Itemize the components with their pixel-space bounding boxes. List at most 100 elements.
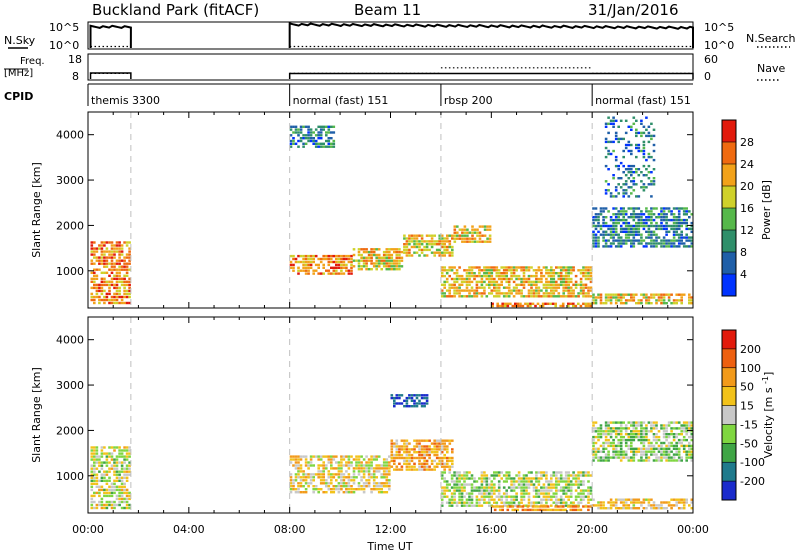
velocity-cell: [120, 491, 124, 495]
velocity-cell: [100, 506, 104, 510]
velocity-cell: [647, 447, 651, 450]
velocity-cell: [105, 464, 109, 467]
velocity-cell: [453, 489, 456, 492]
velocity-cell: [415, 394, 419, 397]
power-cell: [495, 289, 499, 292]
power-cell: [632, 227, 636, 231]
velocity-cell: [410, 468, 414, 471]
power-cell: [128, 256, 131, 259]
power-cell: [630, 239, 633, 242]
velocity-cell: [319, 488, 323, 491]
power-cell: [113, 277, 116, 280]
velocity-cell: [440, 465, 444, 468]
velocity-cell: [365, 467, 368, 470]
velocity-cell: [635, 433, 638, 436]
velocity-cell: [345, 461, 348, 464]
velocity-cell: [511, 505, 515, 508]
velocity-cell: [527, 480, 531, 483]
velocity-cell: [592, 459, 595, 462]
velocity-cell: [530, 501, 533, 504]
power-cell: [672, 245, 676, 248]
velocity-cell: [597, 438, 600, 442]
power-cell: [405, 245, 409, 249]
velocity-cell: [443, 445, 446, 448]
power-cell: [372, 265, 376, 268]
velocity-cell: [360, 467, 363, 470]
power-cell: [360, 248, 363, 251]
velocity-cell: [443, 480, 446, 483]
velocity-cell: [607, 459, 610, 462]
velocity-cell: [304, 482, 308, 485]
power-cell: [93, 295, 96, 299]
power-cell: [113, 274, 116, 277]
power-cell: [609, 233, 613, 236]
power-cell: [637, 218, 641, 222]
velocity-cell: [660, 444, 663, 448]
velocity-cell: [352, 479, 356, 482]
velocity-cell: [592, 435, 595, 439]
power-cell: [607, 116, 610, 119]
velocity-cell: [584, 489, 588, 492]
power-cell: [574, 274, 578, 278]
power-cell: [327, 142, 331, 145]
velocity-cell: [443, 442, 446, 445]
velocity-cell: [418, 468, 421, 471]
power-cell: [456, 225, 459, 228]
power-cell: [493, 286, 496, 289]
power-cell: [612, 140, 615, 144]
power-cell: [520, 289, 523, 292]
velocity-cell: [428, 468, 431, 471]
power-cell: [375, 268, 378, 271]
velocity-cell: [535, 495, 538, 498]
velocity-cell: [690, 507, 694, 510]
power-cell: [614, 137, 618, 141]
power-cell: [319, 137, 323, 140]
power-cell: [589, 266, 593, 269]
velocity-cell: [557, 483, 561, 486]
velocity-cell: [317, 455, 320, 458]
power-cell: [640, 186, 643, 189]
velocity-cell: [418, 459, 421, 463]
velocity-colorbar-swatch-7: [722, 462, 736, 482]
power-cell: [627, 164, 631, 168]
velocity-cell: [517, 474, 521, 477]
velocity-cell: [362, 485, 366, 488]
power-cell: [93, 286, 96, 290]
power-cell: [365, 259, 368, 262]
velocity-cell: [377, 485, 381, 488]
power-cell: [622, 218, 625, 222]
power-cell: [607, 152, 610, 156]
velocity-cell: [405, 451, 409, 454]
velocity-cell: [655, 453, 658, 456]
power-cell: [680, 207, 683, 210]
velocity-cell: [530, 477, 533, 480]
power-cell: [662, 227, 666, 231]
velocity-cell: [448, 459, 452, 463]
velocity-cell: [365, 470, 368, 473]
velocity-cell: [690, 456, 694, 459]
velocity-cell: [375, 470, 378, 473]
power-cell: [299, 139, 303, 143]
power-cell: [410, 245, 414, 249]
power-cell: [500, 274, 503, 278]
power-cell: [377, 248, 381, 251]
power-cell: [537, 292, 541, 295]
velocity-cell: [357, 473, 361, 476]
velocity-cell: [655, 435, 658, 439]
power-cell: [332, 266, 336, 269]
power-cell: [677, 210, 681, 213]
power-cell: [103, 295, 106, 299]
power-cell: [604, 293, 608, 296]
velocity-ytick-label-3: 4000: [56, 334, 84, 347]
velocity-cell: [420, 456, 424, 460]
power-cell: [550, 266, 553, 269]
velocity-cell: [569, 480, 573, 483]
velocity-cell: [557, 477, 561, 480]
velocity-cell: [433, 468, 436, 471]
power-cell: [624, 213, 628, 216]
velocity-cell: [665, 430, 668, 433]
power-cell: [632, 299, 636, 302]
velocity-cell: [440, 498, 444, 501]
velocity-cell: [309, 464, 313, 467]
power-cell: [325, 254, 328, 258]
